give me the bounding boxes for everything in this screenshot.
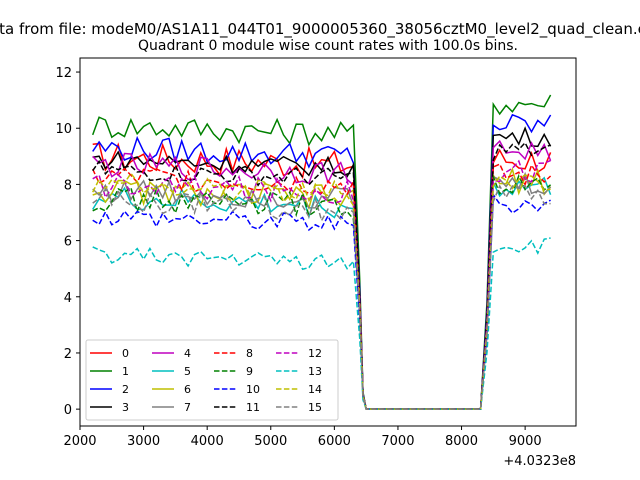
y-tick-label: 2	[64, 347, 72, 362]
legend-label-13: 13	[308, 365, 322, 378]
legend-label-0: 0	[122, 347, 129, 360]
y-tick-label: 8	[64, 178, 72, 193]
x-tick-label: 2000	[63, 434, 96, 449]
x-tick-label: 5000	[254, 434, 287, 449]
x-tick-label: 4000	[191, 434, 224, 449]
legend-label-5: 5	[184, 365, 191, 378]
y-tick-label: 12	[55, 66, 72, 81]
y-axis: 0 2 4 6 8 10 12	[55, 66, 80, 418]
series-line-15	[92, 184, 551, 410]
legend-frame	[85, 339, 339, 421]
x-tick-label: 3000	[127, 434, 160, 449]
y-tick-label: 6	[64, 235, 72, 250]
y-tick-label: 10	[55, 122, 72, 137]
x-offset-label: +4.0323e8	[503, 454, 576, 469]
legend-label-2: 2	[122, 383, 129, 396]
series-line-14	[92, 172, 551, 410]
series-line-9	[92, 173, 552, 410]
figure-suptitle: Data from file: modeM0/AS1A11_044T01_900…	[0, 20, 640, 39]
legend-label-8: 8	[246, 347, 253, 360]
x-tick-label: 9000	[509, 434, 542, 449]
legend-label-4: 4	[184, 347, 191, 360]
x-tick-label: 8000	[445, 434, 478, 449]
x-tick-label: 7000	[381, 434, 414, 449]
legend-label-9: 9	[246, 365, 253, 378]
y-tick-label: 0	[64, 403, 72, 418]
x-axis: 2000 3000 4000 5000 6000 7000 8000 9000	[63, 426, 542, 449]
series-line-12	[92, 159, 551, 410]
legend-label-10: 10	[246, 383, 260, 396]
legend-label-3: 3	[122, 401, 129, 414]
legend-label-6: 6	[184, 383, 191, 396]
y-tick-label: 4	[64, 291, 72, 306]
chart-title: Quadrant 0 module wise count rates with …	[138, 38, 518, 54]
legend-label-12: 12	[308, 347, 322, 360]
legend-label-11: 11	[246, 401, 260, 414]
legend-label-14: 14	[308, 383, 322, 396]
legend-label-1: 1	[122, 365, 129, 378]
x-tick-label: 6000	[318, 434, 351, 449]
legend-label-15: 15	[308, 401, 322, 414]
plot-frame	[79, 57, 577, 427]
legend-label-7: 7	[184, 401, 191, 414]
series-group	[91, 94, 552, 410]
